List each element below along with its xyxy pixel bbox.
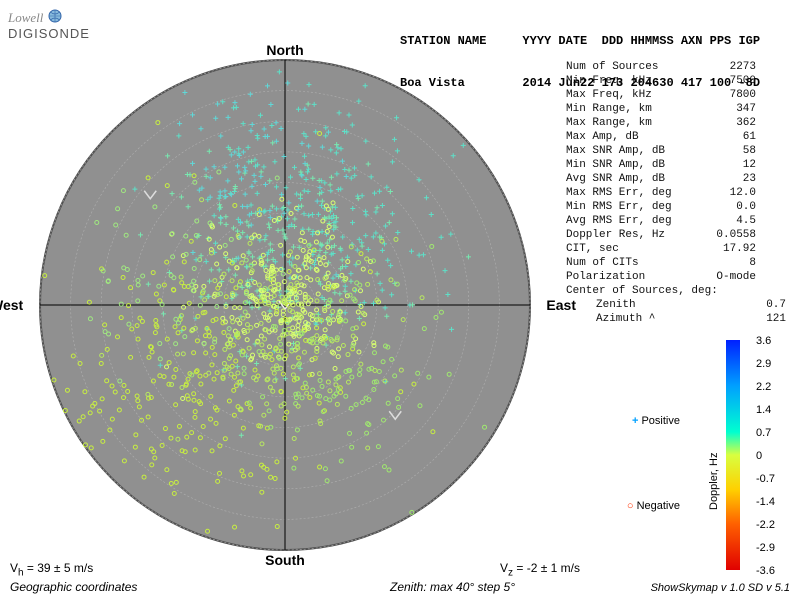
stat-key: Max Freq, kHz (566, 88, 652, 102)
stat-row: Min Range, km 347 (566, 102, 756, 116)
stat-key: Max SNR Amp, dB (566, 144, 665, 158)
legend-negative: ○ Negative (627, 500, 680, 512)
colorbar-tick: -2.2 (756, 519, 775, 531)
colorbar-svg (726, 340, 740, 570)
stat-row: CIT, sec 17.92 (566, 242, 756, 256)
stat-row: Avg SNR Amp, dB 23 (566, 172, 756, 186)
dir-south: South (265, 552, 305, 568)
dir-north: North (266, 42, 303, 58)
footer-vh: Vh = 39 ± 5 m/s (10, 561, 93, 578)
footer-coords: Geographic coordinates (10, 580, 137, 594)
colorbar-tick: -1.4 (756, 496, 775, 508)
stat-row: Doppler Res, Hz 0.0558 (566, 228, 756, 242)
circle-icon: ○ (627, 500, 637, 512)
stat-key: Max Range, km (566, 116, 652, 130)
stat-val: 2273 (730, 60, 756, 74)
stat-row: Min SNR Amp, dB 12 (566, 158, 756, 172)
stat-key: Min Range, km (566, 102, 652, 116)
legend-pos-label: Positive (641, 415, 680, 427)
stat-key: Avg RMS Err, deg (566, 214, 672, 228)
stat-key: Azimuth ^ (596, 312, 655, 326)
stat-val: 58 (743, 144, 756, 158)
stat-key: Avg SNR Amp, dB (566, 172, 665, 186)
stat-val: 23 (743, 172, 756, 186)
stat-row: Num of Sources 2273 (566, 60, 756, 74)
footer-vz: Vz = -2 ± 1 m/s (500, 561, 580, 578)
stat-val: 12 (743, 158, 756, 172)
stat-key: Polarization (566, 270, 645, 284)
colorbar-tick: 0.7 (756, 427, 771, 439)
colorbar-tick: 2.2 (756, 381, 771, 393)
footer-zenith: Zenith: max 40° step 5° (390, 580, 515, 594)
stat-key: Num of CITs (566, 256, 639, 270)
stat-key: Max Amp, dB (566, 130, 639, 144)
stat-val: 0.0 (736, 200, 756, 214)
skymap: North South West East (20, 40, 550, 570)
stat-key: Min RMS Err, deg (566, 200, 672, 214)
stat-val: 347 (736, 102, 756, 116)
stat-row: Num of CITs 8 (566, 256, 756, 270)
stat-key: Doppler Res, Hz (566, 228, 665, 242)
stat-key: Min Freq, kHz (566, 74, 652, 88)
stat-val: 61 (743, 130, 756, 144)
colorbar-tick: -2.9 (756, 542, 775, 554)
colorbar-tick: -3.6 (756, 565, 775, 577)
stat-row: Max Range, km 362 (566, 116, 756, 130)
colorbar (726, 340, 740, 570)
center-sources-title: Center of Sources, deg: (566, 284, 786, 298)
stat-row: Azimuth ^ 121 (566, 312, 786, 326)
stat-key: Min SNR Amp, dB (566, 158, 665, 172)
stat-row: Min Freq, kHz 7500 (566, 74, 756, 88)
logo-line2: DIGISONDE (8, 26, 90, 41)
stat-val: 17.92 (723, 242, 756, 256)
stat-val: 7800 (730, 88, 756, 102)
stat-row: Max Amp, dB 61 (566, 130, 756, 144)
colorbar-tick: 1.4 (756, 404, 771, 416)
stat-row: Max RMS Err, deg 12.0 (566, 186, 756, 200)
dir-east: East (546, 297, 576, 313)
stat-val: 8 (749, 256, 756, 270)
globe-icon (47, 8, 63, 24)
stat-key: Num of Sources (566, 60, 658, 74)
stat-row: Min RMS Err, deg 0.0 (566, 200, 756, 214)
footer-version: ShowSkymap v 1.0 SD v 5.1 (651, 582, 790, 594)
stat-row: Polarization O-mode (566, 270, 756, 284)
colorbar-tick: 3.6 (756, 335, 771, 347)
stat-row: Zenith 0.7 (566, 298, 786, 312)
stat-val: 0.7 (766, 298, 786, 312)
stat-key: Max RMS Err, deg (566, 186, 672, 200)
stats-panel: Num of Sources2273Min Freq, kHz7500Max F… (566, 60, 786, 326)
legend-positive: + Positive (632, 415, 680, 427)
skymap-svg (20, 40, 550, 570)
colorbar-tick: 2.9 (756, 358, 771, 370)
stat-val: 7500 (730, 74, 756, 88)
logo-line1: Lowell (8, 10, 43, 25)
stat-row: Avg RMS Err, deg 4.5 (566, 214, 756, 228)
legend-neg-label: Negative (637, 500, 680, 512)
colorbar-title: Doppler, Hz (708, 453, 720, 510)
stat-val: O-mode (716, 270, 756, 284)
stat-val: 4.5 (736, 214, 756, 228)
stat-key: CIT, sec (566, 242, 619, 256)
stat-val: 0.0558 (716, 228, 756, 242)
stat-val: 121 (766, 312, 786, 326)
stat-val: 362 (736, 116, 756, 130)
stat-val: 12.0 (730, 186, 756, 200)
logo: Lowell DIGISONDE (8, 8, 90, 41)
stat-row: Max Freq, kHz 7800 (566, 88, 756, 102)
dir-west: West (0, 297, 23, 313)
stat-key: Zenith (596, 298, 636, 312)
stat-row: Max SNR Amp, dB 58 (566, 144, 756, 158)
colorbar-tick: 0 (756, 450, 762, 462)
colorbar-tick: -0.7 (756, 473, 775, 485)
